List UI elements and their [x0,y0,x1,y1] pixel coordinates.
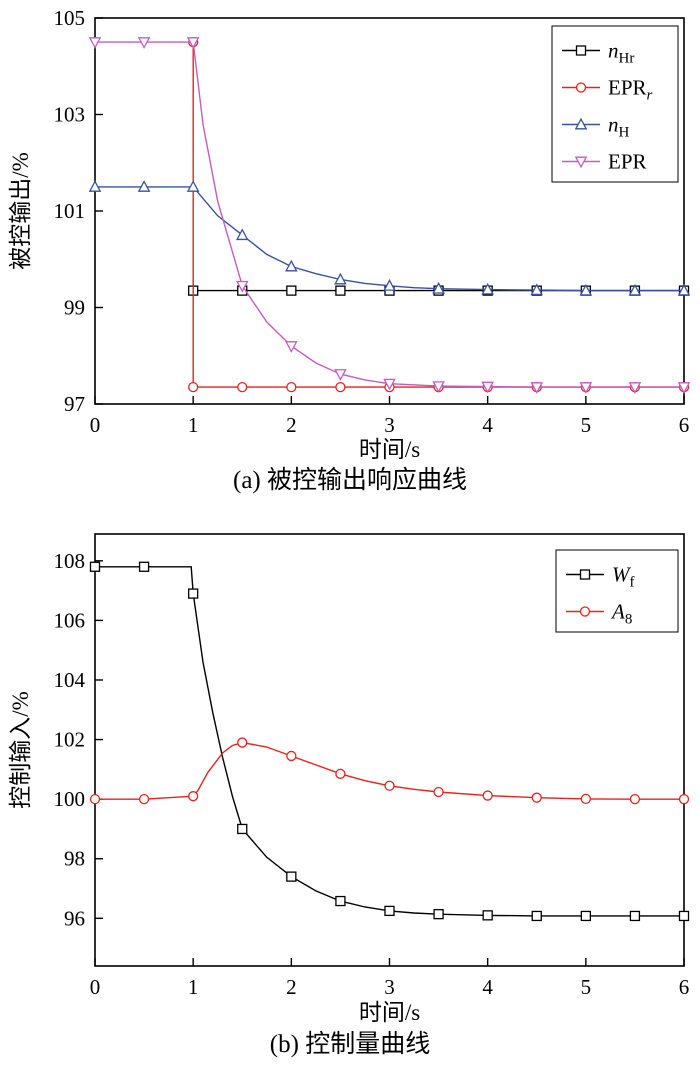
svg-text:0: 0 [90,413,101,437]
svg-text:5: 5 [581,975,592,999]
svg-text:98: 98 [64,847,85,871]
svg-text:108: 108 [54,549,86,573]
svg-text:104: 104 [54,668,86,692]
chart-b: 0 1 2 3 4 5 6 96 98 100 102 104 106 108 时间/s 控制输入/% Wf A8… [0,518,700,1062]
svg-text:EPRr: EPRr [608,76,653,104]
svg-text:EPR: EPR [608,150,647,174]
x-axis-label: 时间/s [359,1000,420,1025]
series-A8 [89,737,690,805]
chart-a: 0 1 2 3 4 5 6 97 99 101 103 105 时间/s 被控输出/% nHr EPRr nH E… [0,4,700,498]
chart-a-caption: (a) 被控输出响应曲线 [233,467,467,494]
svg-text:5: 5 [581,413,592,437]
legend: nHr EPRr nH EPR [551,25,679,183]
svg-text:4: 4 [482,975,493,999]
legend-box [551,25,679,183]
series-nH [88,180,691,296]
svg-text:nHr: nHr [608,39,634,67]
svg-text:Wf: Wf [612,563,635,591]
svg-text:103: 103 [54,103,86,127]
svg-text:99: 99 [64,296,85,320]
svg-text:106: 106 [54,608,86,632]
svg-text:2: 2 [286,975,297,999]
svg-text:0: 0 [90,975,101,999]
svg-text:3: 3 [384,975,395,999]
x-axis-label: 时间/s [359,437,420,460]
chart-root: 0 1 2 3 4 5 6 97 99 101 103 105 时间/s 被控输出/% nHr EPRr nH E… [8,6,691,460]
plot-border [94,17,685,405]
tick-labels: 0 1 2 3 4 5 6 96 98 100 102 104 106 108 [54,549,690,999]
svg-text:4: 4 [482,413,493,437]
plot-border [94,533,685,967]
svg-text:101: 101 [54,199,86,223]
svg-text:102: 102 [54,728,86,752]
svg-text:A8: A8 [610,600,632,628]
chart-root: 0 1 2 3 4 5 6 96 98 100 102 104 106 108 时间/s 控制输入/% Wf A8 [8,533,690,1025]
tick-labels: 0 1 2 3 4 5 6 97 99 101 103 105 [54,6,690,437]
chart-b-svg: 0 1 2 3 4 5 6 96 98 100 102 104 106 108 时间/s 控制输入/% Wf A8 [8,533,690,1025]
svg-text:nH: nH [608,113,630,141]
svg-text:100: 100 [54,787,86,811]
chart-b-caption: (b) 控制量曲线 [269,1031,431,1058]
y-axis-label: 被控输出/% [8,152,33,270]
svg-text:6: 6 [679,413,690,437]
series-Wf [89,561,690,922]
chart-a-svg: 0 1 2 3 4 5 6 97 99 101 103 105 时间/s 被控输出/% nHr EPRr nH E… [8,6,691,460]
svg-text:1: 1 [188,413,199,437]
svg-text:3: 3 [384,413,395,437]
svg-text:96: 96 [64,906,85,930]
svg-text:105: 105 [54,6,86,30]
legend: Wf A8 [555,549,679,633]
y-axis-label: 控制输入/% [8,691,33,809]
series-EPR [88,37,691,394]
legend-box [555,549,679,633]
svg-text:1: 1 [188,975,199,999]
svg-text:2: 2 [286,413,297,437]
svg-text:6: 6 [679,975,690,999]
svg-text:97: 97 [64,392,85,416]
